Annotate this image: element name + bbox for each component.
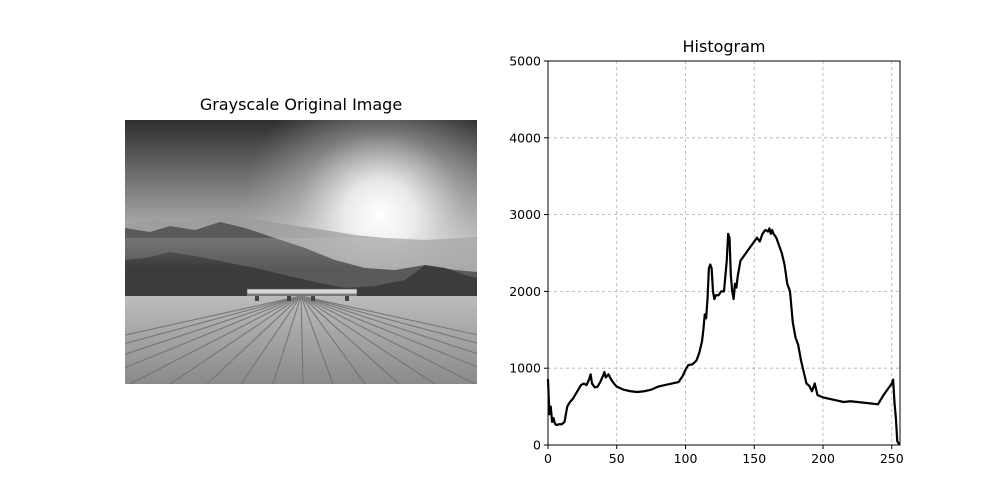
y-tick-label: 4000 — [509, 130, 541, 145]
grayscale-original-image — [0, 120, 701, 385]
histogram-series — [546, 227, 900, 445]
y-tick-label: 3000 — [509, 207, 541, 222]
x-tick-label: 200 — [811, 451, 835, 466]
histogram-grid — [548, 61, 900, 445]
x-tick-label: 50 — [609, 451, 625, 466]
x-tick-label: 100 — [674, 451, 698, 466]
x-tick-label: 0 — [544, 451, 552, 466]
y-tick-label: 2000 — [509, 284, 541, 299]
histogram-title: Histogram — [683, 37, 766, 56]
histogram-axes: 0 50 100 150 200 250 0 1000 2000 3000 4000 5000 — [509, 54, 904, 467]
y-tick-label: 0 — [533, 438, 541, 453]
x-tick-label: 150 — [742, 451, 766, 466]
histogram-line — [546, 227, 900, 445]
y-tick-label: 5000 — [509, 54, 541, 69]
image-panel-title: Grayscale Original Image — [199, 95, 403, 114]
x-tick-label: 250 — [880, 451, 904, 466]
histogram-plot-frame — [547, 60, 901, 446]
y-tick-label: 1000 — [509, 361, 541, 376]
